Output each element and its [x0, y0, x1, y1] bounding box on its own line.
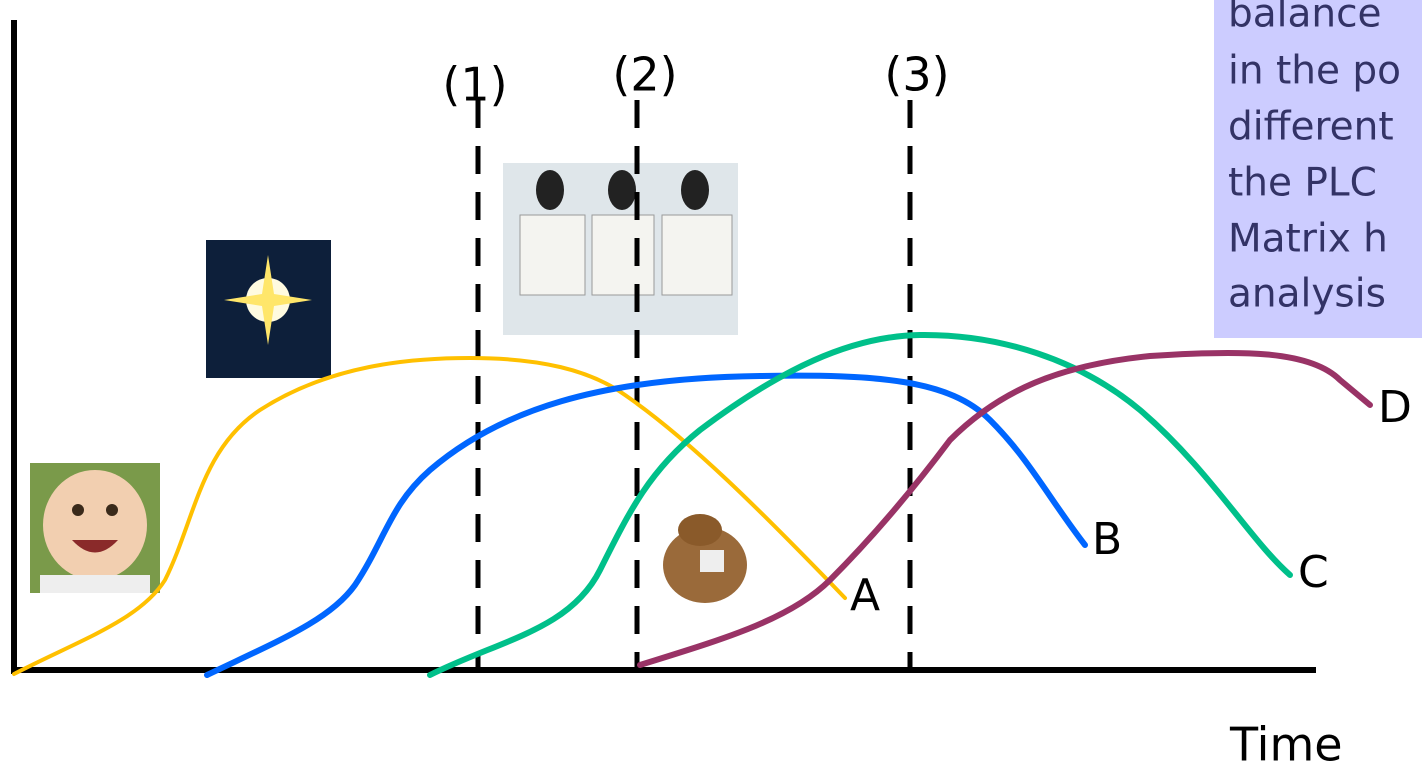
curve-label: C [1298, 547, 1329, 598]
curve-label: A [850, 570, 880, 621]
baby-image [30, 463, 160, 593]
marker-label: (2) [612, 48, 677, 102]
cows-image [503, 163, 738, 335]
note-box [1214, 0, 1422, 338]
note-line: analysis [1228, 272, 1386, 317]
curve-c [427, 331, 1293, 678]
curve-label: D [1378, 382, 1412, 433]
dog-image [663, 514, 747, 603]
x-axis-label: Time [1229, 718, 1343, 772]
marker-label: (3) [884, 48, 949, 102]
note-line: Matrix h [1228, 217, 1388, 262]
note-line: balance [1228, 0, 1382, 37]
star-image [206, 240, 331, 378]
marker-label: (1) [442, 58, 507, 112]
curve-a [12, 356, 847, 676]
curve-b [204, 372, 1088, 678]
note-line: different [1228, 105, 1394, 150]
curve-d [637, 349, 1373, 668]
note-line: in the po [1228, 49, 1401, 94]
note-line: the PLC [1228, 161, 1377, 206]
curve-label: B [1092, 514, 1122, 565]
